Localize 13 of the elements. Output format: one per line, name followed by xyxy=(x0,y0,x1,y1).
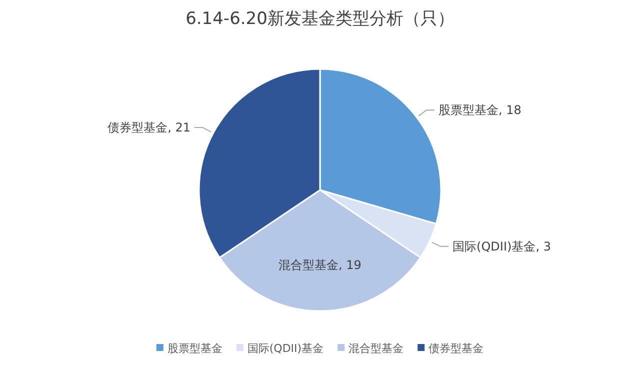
slice-label: 混合型基金 xyxy=(278,258,339,272)
data-label: , 3 xyxy=(536,239,551,254)
data-label: , 21 xyxy=(168,120,191,134)
legend-label: 国际(QDII)基金 xyxy=(247,342,324,355)
slice-label: 债券型基金 xyxy=(108,120,168,134)
data-label: , 19 xyxy=(338,258,362,272)
legend-label: 混合型基金 xyxy=(348,342,404,355)
data-label: , 18 xyxy=(498,103,522,118)
slice-label: 国际(QDII)基金 xyxy=(452,239,536,254)
slice-label: 股票型基金 xyxy=(438,103,498,118)
legend-label: 债券型基金 xyxy=(428,342,484,355)
title: 6.14-6.20新发基金类型分析（只） xyxy=(186,9,454,29)
legend-label: 股票型基金 xyxy=(167,342,222,355)
